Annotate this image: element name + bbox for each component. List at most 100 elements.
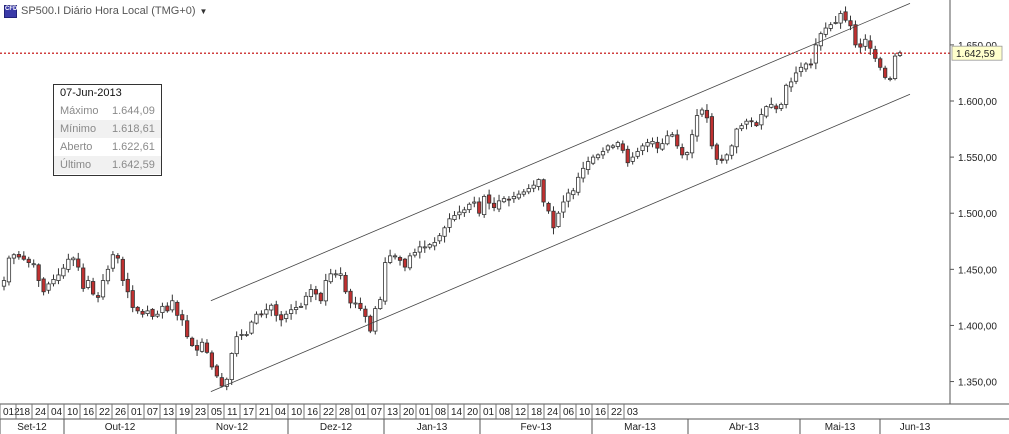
candle-body	[556, 212, 561, 227]
day-label: 10	[579, 407, 591, 418]
candle-body	[26, 258, 31, 264]
candle-body	[868, 40, 873, 49]
day-label: 24	[547, 407, 559, 418]
info-row-open: Aberto 1.622,61	[54, 138, 161, 156]
candle	[798, 62, 804, 77]
candle	[190, 336, 195, 347]
candle	[155, 310, 160, 318]
day-label: 012	[3, 407, 20, 418]
candle	[521, 189, 526, 197]
candle	[95, 292, 101, 303]
candle	[605, 144, 611, 154]
info-row-last: Último 1.642,59	[54, 156, 161, 174]
candle-body	[61, 267, 66, 277]
candle	[383, 257, 388, 305]
day-label: 13	[387, 407, 399, 418]
candle-body	[774, 105, 779, 110]
candle-body	[150, 308, 155, 317]
candle	[328, 268, 333, 284]
month-label: Set-12	[17, 422, 47, 433]
candle	[496, 194, 502, 213]
candle	[685, 151, 690, 161]
candle	[160, 302, 165, 319]
candle-body	[838, 13, 843, 24]
candle-body	[833, 22, 838, 24]
candle	[868, 35, 873, 55]
day-label: 14	[451, 407, 463, 418]
candle	[566, 188, 571, 208]
day-label: 20	[467, 407, 479, 418]
candle	[175, 300, 180, 321]
candle	[61, 264, 66, 279]
candle-body	[620, 143, 625, 151]
candle	[714, 142, 719, 165]
candle	[180, 309, 185, 326]
candle-body	[6, 257, 12, 283]
candle	[289, 304, 294, 320]
candle-body	[432, 241, 437, 247]
candle	[363, 305, 368, 323]
candle-body	[353, 302, 358, 305]
candle	[110, 251, 116, 272]
candle-body	[284, 313, 289, 319]
day-label: 17	[243, 407, 255, 418]
candle	[392, 253, 398, 260]
candle-body	[566, 192, 571, 202]
candle-body	[551, 210, 556, 229]
day-label: 03	[627, 407, 639, 418]
candle	[571, 187, 576, 200]
candle-body	[91, 281, 96, 295]
candle	[219, 373, 224, 388]
candle-body	[784, 84, 789, 105]
candle-body	[36, 264, 41, 281]
candle	[699, 107, 705, 117]
candle	[229, 352, 234, 385]
candle	[709, 113, 714, 150]
candle	[234, 331, 239, 357]
candle-body	[234, 336, 239, 355]
day-label: 19	[179, 407, 191, 418]
candle	[279, 311, 284, 327]
day-label: 21	[259, 407, 271, 418]
candle-body	[333, 273, 338, 276]
candle-body	[506, 198, 512, 201]
symbol-title[interactable]: SP500.I Diário Hora Local (TMG+0)	[21, 5, 196, 17]
y-tick-label: 1.500,00	[958, 209, 997, 220]
dropdown-caret-icon[interactable]: ▼	[199, 6, 208, 16]
candle	[472, 196, 477, 208]
candle	[373, 306, 378, 335]
candle-body	[224, 378, 229, 387]
candle-body	[199, 341, 205, 352]
candle-body	[427, 244, 432, 248]
day-label: 04	[51, 407, 63, 418]
candle-body	[491, 202, 497, 209]
info-row-low: Mínimo 1.618,61	[54, 120, 161, 138]
candle-body	[422, 246, 427, 249]
candle-body	[442, 227, 447, 237]
candle-body	[313, 289, 318, 295]
candle	[724, 153, 729, 164]
candle-body	[724, 154, 729, 161]
candle	[264, 303, 269, 319]
chart-header[interactable]: CFD SP500.I Diário Hora Local (TMG+0) ▼	[4, 2, 207, 20]
month-label: Jun-13	[900, 422, 931, 433]
candle-body	[328, 273, 333, 283]
candle-body	[229, 353, 234, 380]
day-label: 24	[35, 407, 47, 418]
candle-body	[56, 274, 61, 281]
day-label: 05	[211, 407, 223, 418]
candle-body	[709, 116, 714, 147]
candle	[21, 251, 26, 261]
plot-area[interactable]	[0, 2, 950, 393]
candle	[645, 138, 650, 153]
candle-body	[303, 295, 309, 306]
candle	[719, 154, 724, 164]
candle-body	[788, 81, 794, 88]
candle-body	[576, 176, 581, 193]
candle	[506, 196, 512, 207]
day-label: 16	[595, 407, 607, 418]
candle-body	[51, 279, 56, 285]
candle	[417, 240, 422, 259]
candle-body	[467, 203, 472, 211]
